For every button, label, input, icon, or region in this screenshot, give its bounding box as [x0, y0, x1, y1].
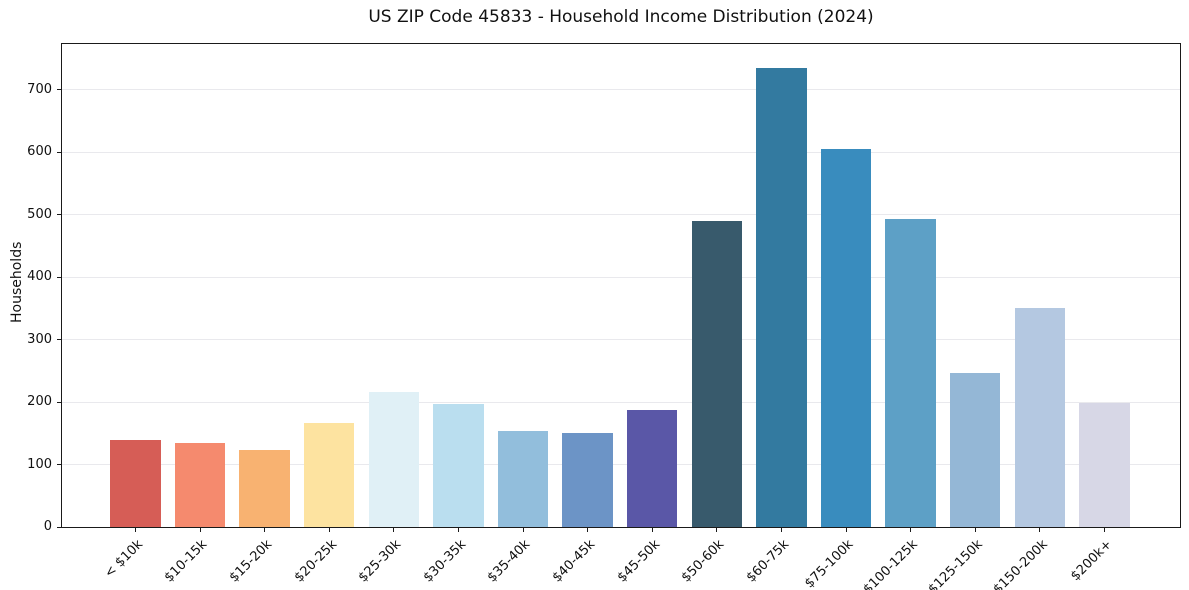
x-tick-label-text: $20-25k — [291, 537, 340, 586]
bar — [885, 218, 936, 527]
grid-line — [62, 464, 1180, 466]
x-tick — [780, 528, 782, 532]
x-tick — [328, 528, 330, 532]
grid-line — [62, 89, 1180, 91]
chart-title: US ZIP Code 45833 - Household Income Dis… — [368, 7, 874, 27]
bar — [1079, 403, 1130, 527]
y-tick-label: 200 — [27, 394, 52, 410]
y-tick-label: 600 — [27, 144, 52, 160]
y-tick-label: 300 — [27, 331, 52, 347]
y-tick-label: 0 — [43, 519, 52, 534]
x-tick-label-text: $125-150k — [925, 537, 986, 590]
grid-line — [62, 151, 1180, 153]
x-tick-label-text: $40-45k — [549, 537, 599, 586]
x-tick — [199, 528, 201, 532]
x-tick-label-text: $25-30k — [355, 537, 405, 586]
x-tick-label-text: $35-40k — [485, 537, 534, 586]
y-tick — [57, 339, 61, 341]
x-tick — [587, 528, 589, 532]
x-tick — [457, 528, 459, 532]
y-tick — [57, 526, 61, 528]
bar — [562, 433, 613, 527]
x-tick — [716, 528, 718, 532]
x-tick — [1103, 528, 1105, 532]
y-tick — [57, 464, 61, 466]
x-tick-label-text: $60-75k — [743, 537, 792, 586]
bar — [1014, 307, 1066, 527]
x-tick — [651, 528, 653, 532]
x-tick-label-text: $10-15k — [162, 537, 211, 586]
bar — [368, 392, 420, 527]
bar — [949, 372, 1001, 527]
y-tick — [57, 401, 61, 403]
x-tick-label-text: $45-50k — [614, 537, 663, 586]
y-tick-label: 400 — [27, 269, 52, 285]
x-tick-label-text: $150-200k — [990, 537, 1051, 590]
x-tick-label-text: $50-60k — [678, 537, 728, 586]
y-tick — [57, 276, 61, 278]
bar — [497, 430, 549, 527]
bar — [691, 220, 743, 527]
x-tick-label-text: $75-100k — [802, 537, 857, 590]
grid-line — [62, 276, 1180, 278]
y-tick-label: 100 — [27, 456, 52, 472]
grid-line — [62, 214, 1180, 216]
bar — [433, 403, 484, 527]
y-tick-label: 700 — [27, 81, 52, 97]
x-tick-label-text: $15-20k — [226, 537, 276, 586]
x-tick — [845, 528, 847, 532]
bar — [756, 68, 807, 527]
x-tick-label-text: $100-125k — [861, 537, 922, 590]
x-tick-label-text: $200k+ — [1067, 537, 1115, 585]
plot-area — [61, 43, 1181, 528]
x-tick — [974, 528, 976, 532]
grid-line — [62, 339, 1180, 341]
bar — [174, 443, 226, 527]
x-tick — [1039, 528, 1041, 532]
x-tick — [393, 528, 395, 532]
x-tick — [910, 528, 912, 532]
bar — [303, 422, 355, 527]
x-tick — [264, 528, 266, 532]
y-tick — [57, 151, 61, 153]
y-tick — [57, 89, 61, 91]
grid-line — [62, 401, 1180, 403]
bar — [626, 409, 678, 527]
x-tick-label-text: $30-35k — [420, 537, 469, 586]
bar — [239, 449, 290, 527]
bar — [110, 439, 161, 527]
x-tick — [134, 528, 136, 532]
y-tick-label: 500 — [27, 206, 52, 222]
bar — [820, 148, 872, 527]
x-tick-label-text: < $10k — [101, 537, 146, 582]
x-tick — [522, 528, 524, 532]
y-tick — [57, 214, 61, 216]
